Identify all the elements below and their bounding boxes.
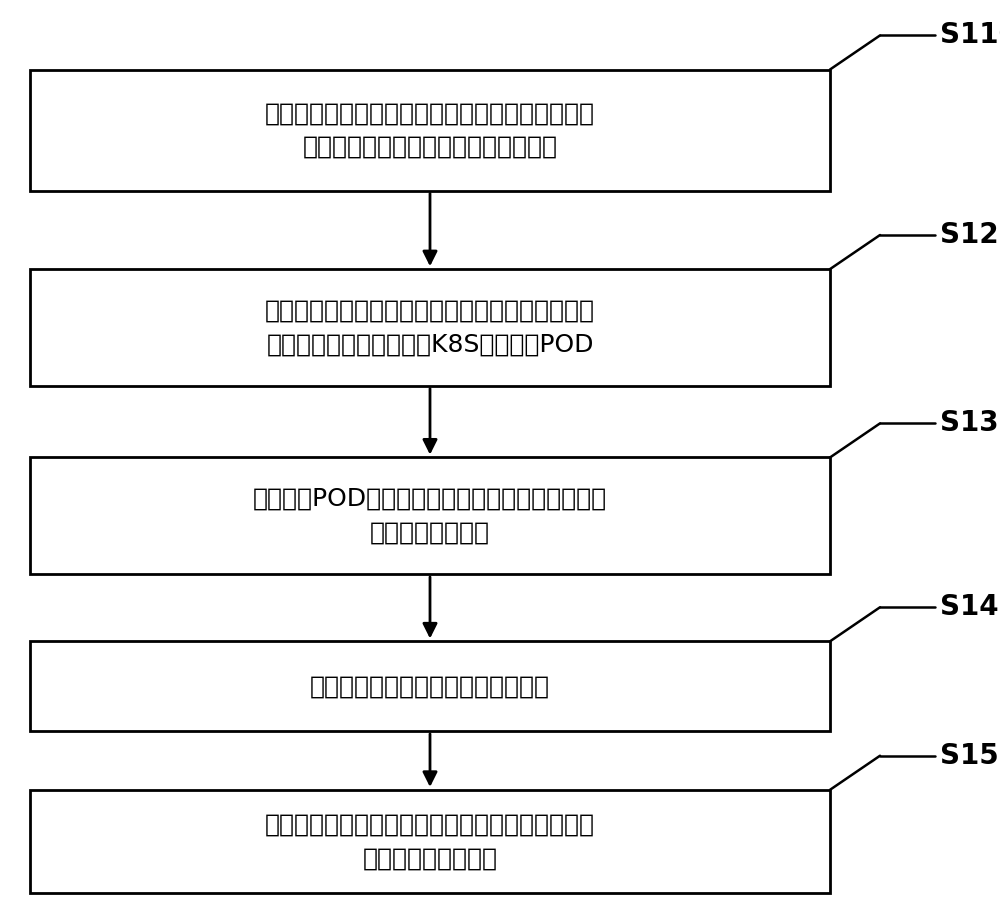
Text: 根据所述作业进程执行所述目标作业: 根据所述作业进程执行所述目标作业	[310, 675, 550, 698]
Bar	[30, 269, 830, 386]
Bar	[30, 790, 830, 893]
Text: S140: S140	[940, 593, 1000, 622]
Text: 若所述作业配置中的作业执行时间已到达，则通过
所述作业协调器触发所述K8S集群启动POD: 若所述作业配置中的作业执行时间已到达，则通过 所述作业协调器触发所述K8S集群启…	[265, 299, 595, 356]
Text: 通过所述作业协调器检测所述分布式协调组件中所
述作业配置中的作业执行时间是否到达: 通过所述作业协调器检测所述分布式协调组件中所 述作业配置中的作业执行时间是否到达	[265, 101, 595, 159]
Text: S110: S110	[940, 22, 1000, 49]
Text: S130: S130	[940, 409, 1000, 438]
Text: 通过所述POD从所述镜像管理平台中拉取所述作业
函数生成作业进程: 通过所述POD从所述镜像管理平台中拉取所述作业 函数生成作业进程	[253, 487, 607, 544]
Text: 当所述目标作业执行完毕之后，通过所述作业协调
器回收所述作业进程: 当所述目标作业执行完毕之后，通过所述作业协调 器回收所述作业进程	[265, 813, 595, 870]
Bar	[30, 457, 830, 574]
Bar	[30, 70, 830, 191]
Text: S120: S120	[940, 221, 1000, 249]
Bar	[30, 641, 830, 731]
Text: S150: S150	[940, 742, 1000, 770]
